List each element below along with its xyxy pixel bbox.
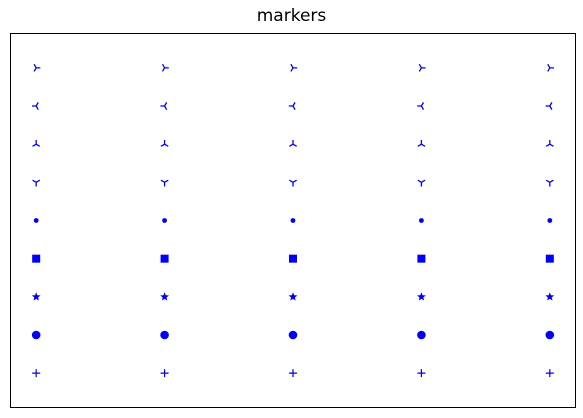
star-marker <box>160 292 169 301</box>
tri-down-marker <box>32 179 41 187</box>
square-marker <box>160 254 169 263</box>
star-marker <box>288 292 298 301</box>
circle-marker <box>417 330 426 340</box>
star-marker <box>417 292 426 301</box>
marker-layer <box>31 63 555 378</box>
tri-up-marker <box>160 139 169 147</box>
tri-up-marker <box>417 139 426 147</box>
star-marker <box>31 292 41 301</box>
tri-left-marker <box>288 102 296 110</box>
tri-left-marker <box>160 102 168 110</box>
square-marker <box>289 254 297 263</box>
point-marker <box>419 218 424 223</box>
tri-down-marker <box>289 179 297 187</box>
tri-up-marker <box>289 139 297 147</box>
plus-marker <box>160 369 169 378</box>
circle-marker <box>545 330 555 340</box>
tri-right-marker <box>161 63 169 72</box>
square-marker <box>545 254 554 263</box>
circle-marker <box>160 330 169 340</box>
tri-up-marker <box>32 139 41 147</box>
point-marker <box>33 218 39 223</box>
tri-up-marker <box>545 139 554 147</box>
point-marker <box>290 218 296 223</box>
circle-marker <box>31 330 41 340</box>
tri-right-marker <box>418 63 426 72</box>
plus-marker <box>32 369 41 378</box>
chart-title: markers <box>256 6 327 26</box>
circle-marker <box>288 330 298 340</box>
plus-marker <box>417 369 426 378</box>
point-marker <box>162 218 167 223</box>
tri-right-marker <box>290 63 298 72</box>
plus-marker <box>545 369 554 378</box>
tri-down-marker <box>160 179 169 187</box>
tri-left-marker <box>31 102 39 110</box>
tri-down-marker <box>417 179 426 187</box>
point-marker <box>547 218 553 223</box>
tri-left-marker <box>545 102 553 110</box>
square-marker <box>32 254 41 263</box>
tri-down-marker <box>545 179 554 187</box>
star-marker <box>545 292 555 301</box>
tri-right-marker <box>547 63 555 72</box>
tri-right-marker <box>33 63 41 72</box>
square-marker <box>417 254 426 263</box>
tri-left-marker <box>417 102 425 110</box>
plus-marker <box>289 369 297 378</box>
